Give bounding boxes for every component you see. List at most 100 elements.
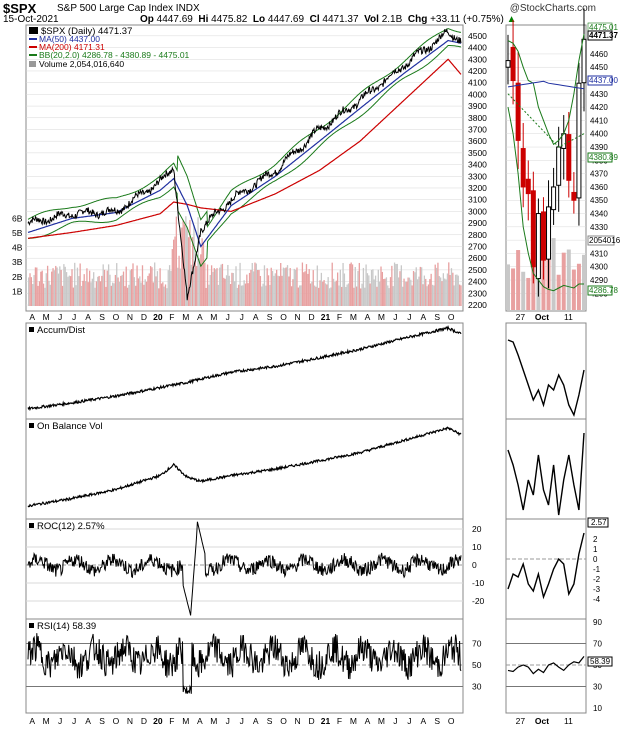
volume-bar xyxy=(350,262,352,306)
volume-bar xyxy=(327,277,329,306)
zoom-tick-label: 4360 xyxy=(590,183,608,192)
volume-bar xyxy=(209,274,211,306)
volume-bar xyxy=(220,264,222,306)
volume-bar xyxy=(392,286,394,306)
zoom-tick-label: 4310 xyxy=(590,249,608,258)
month-tick-label: 21 xyxy=(321,716,331,726)
month-tick-label: A xyxy=(253,716,259,726)
volume-bar xyxy=(213,268,215,306)
month-tick-label: O xyxy=(448,312,455,322)
volume-bar xyxy=(445,279,447,306)
volume-bar xyxy=(334,281,336,306)
volume-bar xyxy=(419,266,421,306)
volume-bar xyxy=(261,286,263,306)
zoom-volume-bar xyxy=(556,274,561,310)
volume-bar xyxy=(144,279,146,306)
volume-bar xyxy=(103,269,106,306)
month-tick-label: J xyxy=(240,312,244,322)
volume-bar xyxy=(210,265,213,306)
volume-bar xyxy=(342,262,344,306)
month-tick-label: A xyxy=(197,312,203,322)
month-tick-label: M xyxy=(378,716,385,726)
volume-bar xyxy=(79,263,81,306)
volume-bar xyxy=(374,275,377,306)
volume-bar xyxy=(303,272,305,306)
volume-bar xyxy=(34,267,37,306)
volume-bar xyxy=(83,274,85,306)
month-tick-label: 20 xyxy=(153,716,163,726)
month-tick-label: A xyxy=(29,312,35,322)
volume-bar xyxy=(49,284,51,306)
candle-body xyxy=(556,146,562,186)
legend-ma50: MA(50) 4437.00 xyxy=(39,34,100,44)
month-tick-label: S xyxy=(434,312,440,322)
price-tick-label: 2500 xyxy=(468,265,487,275)
volume-bar xyxy=(407,277,409,306)
volume-bar xyxy=(187,237,190,306)
month-tick-label: F xyxy=(337,716,342,726)
zoom-accum-dist-panel xyxy=(505,322,587,420)
zoom-volume-bar xyxy=(516,250,521,310)
volume-bar xyxy=(177,267,179,306)
volume-bar xyxy=(357,270,359,306)
chart-header: $SPX S&P 500 Large Cap Index INDX @Stock… xyxy=(0,0,624,26)
zoom-roc-tick-label: 0 xyxy=(593,555,598,564)
volume-bar xyxy=(84,281,87,306)
rsi-label: RSI(14) 58.39 xyxy=(37,621,96,632)
volume-bar xyxy=(343,273,346,306)
volume-bar xyxy=(63,264,65,306)
volume-bar xyxy=(370,269,373,306)
volume-bar xyxy=(267,275,270,306)
volume-bar xyxy=(399,271,401,306)
volume-bar xyxy=(175,216,178,306)
volume-bar xyxy=(259,275,262,306)
volume-bar xyxy=(379,281,381,306)
volume-bar xyxy=(57,273,60,306)
month-tick-label: S xyxy=(434,716,440,726)
volume-bar xyxy=(429,279,431,306)
month-tick-label: S xyxy=(267,716,273,726)
volume-bar xyxy=(42,283,45,306)
month-tick-label: D xyxy=(308,312,314,322)
price-tick-label: 3200 xyxy=(468,183,487,193)
volume-bar xyxy=(376,286,378,306)
zoom-obv-panel xyxy=(505,418,587,520)
volume-bar xyxy=(326,284,328,306)
volume-bar xyxy=(48,280,50,306)
volume-bar xyxy=(91,278,93,306)
volume-bar xyxy=(201,238,203,306)
volume-bar xyxy=(30,277,33,306)
volume-bar xyxy=(412,271,415,306)
month-tick-label: O xyxy=(448,716,455,726)
volume-bar xyxy=(311,281,313,306)
volume-bar xyxy=(251,262,253,306)
volume-bar xyxy=(316,265,318,306)
volume-bar xyxy=(296,267,298,306)
obv-panel: On Balance Vol xyxy=(25,418,464,520)
volume-bar xyxy=(431,284,434,306)
zoom-volume-bar xyxy=(561,252,566,310)
volume-bar xyxy=(37,285,39,306)
candle-body xyxy=(576,82,582,199)
month-tick-label: S xyxy=(99,312,105,322)
zoom-x-axis-bottom: 27 Oct 11 xyxy=(516,716,573,726)
volume-bar xyxy=(183,224,186,306)
volume-bar xyxy=(380,266,382,306)
price-tick-label: 2700 xyxy=(468,241,487,251)
zoom-volume-bar xyxy=(506,264,510,310)
month-tick-label: A xyxy=(29,716,35,726)
volume-bar xyxy=(361,283,363,306)
month-tick-label: M xyxy=(182,312,189,322)
candle-body xyxy=(510,46,516,82)
zoom-month-label: 11 xyxy=(564,716,573,726)
candle-body xyxy=(571,191,577,201)
rsi-panel: RSI(14) 58.39 70 50 30 xyxy=(25,618,482,714)
volume-bar xyxy=(171,249,173,306)
volume-bar xyxy=(434,264,436,306)
volume-bar xyxy=(383,279,385,306)
change-up-icon: ▲ xyxy=(506,14,517,25)
zoom-x-axis-top: 27 Oct 11 xyxy=(516,312,573,322)
volume-bar xyxy=(277,275,279,306)
volume-bar xyxy=(276,269,278,306)
volume-bar xyxy=(70,276,72,306)
